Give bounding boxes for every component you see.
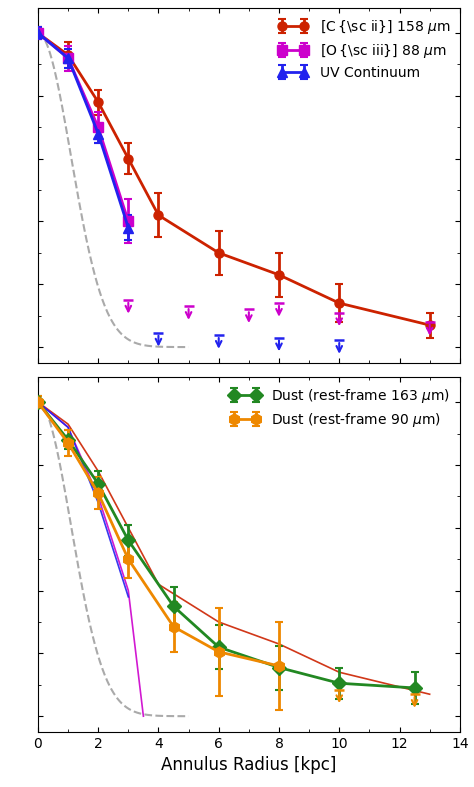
Legend: [C$\,${\sc ii}] 158 $\mu$m, [O$\,${\sc iii}] 88 $\mu$m, UV Continuum: [C$\,${\sc ii}] 158 $\mu$m, [O$\,${\sc i…	[273, 12, 456, 86]
X-axis label: Annulus Radius [kpc]: Annulus Radius [kpc]	[161, 756, 337, 774]
Legend: Dust (rest-frame 163 $\mu$m), Dust (rest-frame 90 $\mu$m): Dust (rest-frame 163 $\mu$m), Dust (rest…	[224, 381, 456, 434]
